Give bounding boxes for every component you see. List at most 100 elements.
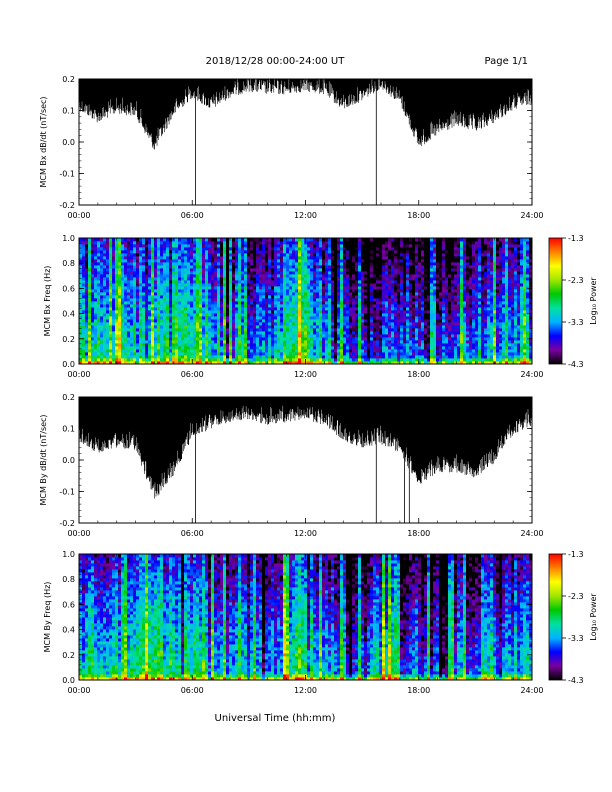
spectrogram-cell — [388, 304, 392, 308]
spectrogram-cell — [331, 280, 335, 284]
spectrogram-cell — [409, 340, 413, 344]
spectrogram-cell — [142, 280, 146, 284]
spectrogram-cell — [271, 313, 275, 317]
spectrogram-cell — [409, 274, 413, 278]
spectrogram-cell — [334, 289, 338, 293]
spectrogram-cell — [256, 319, 260, 323]
spectrogram-cell — [79, 256, 83, 260]
spectrogram-cell — [328, 361, 332, 365]
spectrogram-cell — [124, 358, 128, 362]
spectrogram-cell — [223, 355, 227, 359]
spectrogram-cell — [310, 271, 314, 275]
spectrogram-cell — [199, 322, 203, 326]
spectrogram-cell — [370, 247, 374, 251]
spectrogram-cell — [151, 316, 155, 320]
spectrogram-cell — [235, 343, 239, 347]
spectrogram-cell — [229, 265, 233, 269]
spectrogram-cell — [79, 304, 83, 308]
spectrogram-cell — [271, 301, 275, 305]
spectrogram-cell — [226, 325, 230, 329]
spectrogram-cell — [142, 304, 146, 308]
spectrogram-cell — [220, 331, 224, 335]
spectrogram-cell — [259, 343, 263, 347]
spectrogram-cell — [280, 238, 284, 242]
spectrogram-cell — [211, 304, 215, 308]
spectrogram-cell — [277, 286, 281, 290]
spectrogram-cell — [334, 250, 338, 254]
spectrogram-cell — [295, 307, 299, 311]
spectrogram-cell — [343, 328, 347, 332]
spectrogram-cell — [331, 250, 335, 254]
spectrogram-cell — [412, 325, 416, 329]
spectrogram-cell — [163, 307, 167, 311]
spectrogram-cell — [154, 292, 158, 296]
spectrogram-cell — [358, 262, 362, 266]
spectrogram-cell — [214, 274, 218, 278]
spectrogram-cell — [181, 331, 185, 335]
spectrogram-cell — [232, 262, 236, 266]
spectrogram-cell — [235, 286, 239, 290]
spectrogram-cell — [316, 256, 320, 260]
spectrogram-cell — [337, 325, 341, 329]
spectrogram-cell — [382, 337, 386, 341]
spectrogram-cell — [115, 331, 119, 335]
spectrogram-cell — [319, 286, 323, 290]
spectrogram-cell — [313, 322, 317, 326]
spectrogram-cell — [346, 283, 350, 287]
spectrogram-cell — [244, 274, 248, 278]
spectrogram-cell — [358, 325, 362, 329]
spectrogram-cell — [343, 307, 347, 311]
spectrogram-cell — [397, 328, 401, 332]
spectrogram-cell — [418, 319, 422, 323]
spectrogram-cell — [130, 358, 134, 362]
spectrogram-cell — [412, 358, 416, 362]
spectrogram-cell — [286, 349, 290, 353]
spectrogram-cell — [331, 262, 335, 266]
spectrogram-cell — [292, 280, 296, 284]
spectrogram-cell — [319, 265, 323, 269]
spectrogram-cell — [280, 289, 284, 293]
spectrogram-cell — [244, 337, 248, 341]
spectrogram-cell — [196, 238, 200, 242]
spectrogram-cell — [166, 283, 170, 287]
spectrogram-cell — [109, 337, 113, 341]
spectrogram-cell — [193, 349, 197, 353]
spectrogram-cell — [334, 301, 338, 305]
spectrogram-cell — [364, 310, 368, 314]
spectrogram-cell — [274, 268, 278, 272]
spectrogram-cell — [319, 250, 323, 254]
spectrogram-cell — [355, 277, 359, 281]
spectrogram-cell — [121, 241, 125, 245]
spectrogram-cell — [127, 334, 131, 338]
page-indicator: Page 1/1 — [485, 56, 528, 67]
spectrogram-cell — [415, 325, 419, 329]
spectrogram-cell — [304, 286, 308, 290]
spectrogram-cell — [193, 358, 197, 362]
spectrogram-cell — [358, 361, 362, 365]
spectrogram-cell — [265, 340, 269, 344]
spectrogram-cell — [220, 358, 224, 362]
spectrogram-cell — [229, 298, 233, 302]
spectrogram-cell — [322, 301, 326, 305]
spectrogram-cell — [199, 316, 203, 320]
spectrogram-cell — [289, 340, 293, 344]
spectrogram-cell — [202, 310, 206, 314]
spectrogram-cell — [115, 289, 119, 293]
spectrogram-cell — [187, 274, 191, 278]
spectrogram-cell — [283, 262, 287, 266]
spectrogram-cell — [205, 286, 209, 290]
spectrogram-cell — [103, 310, 107, 314]
spectrogram-cell — [154, 313, 158, 317]
spectrogram-cell — [130, 271, 134, 275]
spectrogram-cell — [418, 301, 422, 305]
spectrogram-cell — [130, 253, 134, 257]
spectrogram-cell — [229, 301, 233, 305]
spectrogram-cell — [238, 310, 242, 314]
spectrogram-cell — [373, 301, 377, 305]
spectrogram-cell — [241, 361, 245, 365]
spectrogram-cell — [97, 316, 101, 320]
spectrogram-cell — [226, 274, 230, 278]
spectrogram-cell — [193, 250, 197, 254]
spectrogram-cell — [103, 280, 107, 284]
spectrogram-cell — [127, 292, 131, 296]
